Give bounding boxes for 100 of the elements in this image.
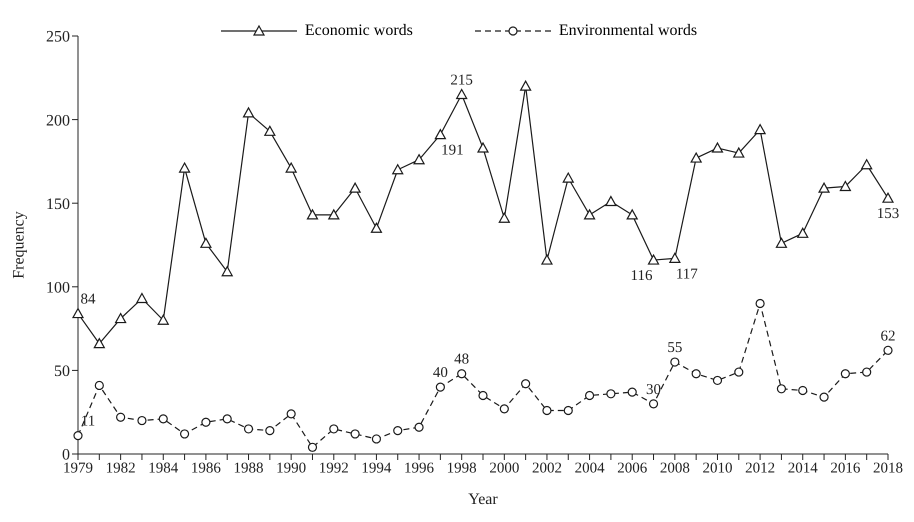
x-tick-label: 2016 (830, 460, 861, 477)
point (414, 422, 424, 432)
point (222, 266, 233, 276)
point (628, 388, 637, 397)
point (94, 338, 105, 348)
point (457, 369, 466, 378)
data-label: 55 (667, 340, 682, 356)
point (329, 424, 338, 434)
point (393, 426, 402, 436)
data-label: 48 (454, 352, 470, 368)
point (520, 80, 532, 91)
x-tick-label: 2002 (532, 460, 562, 477)
point (692, 369, 701, 378)
x-tick-label: 1998 (446, 460, 477, 477)
x-tick-label: 2000 (489, 460, 520, 477)
point (605, 196, 616, 206)
legend-label: Economic words (304, 22, 413, 40)
x-tick-label: 1996 (404, 460, 435, 477)
x-tick-label: 2010 (702, 460, 732, 477)
point (308, 442, 318, 452)
point (116, 412, 126, 422)
y-tick-label: 150 (46, 196, 70, 213)
point (73, 431, 83, 440)
point (94, 380, 104, 390)
point (840, 369, 850, 378)
point (861, 159, 872, 170)
point (798, 386, 808, 396)
point (712, 376, 722, 386)
point (862, 367, 872, 377)
point (456, 88, 468, 100)
point (541, 254, 553, 265)
point (392, 164, 404, 174)
x-tick-label: 2008 (660, 460, 690, 477)
point (542, 406, 552, 416)
point (477, 142, 489, 153)
point (306, 209, 318, 220)
point (606, 389, 616, 398)
point (690, 152, 702, 163)
x-tick-label: 1982 (106, 460, 136, 477)
x-axis-title: Year (468, 491, 498, 508)
point (670, 357, 680, 367)
data-label: 116 (630, 268, 653, 284)
point (158, 314, 169, 325)
data-label: 117 (676, 266, 698, 282)
point (584, 390, 594, 400)
point (350, 182, 361, 193)
point (178, 162, 190, 173)
point (562, 172, 574, 183)
x-tick-label: 1984 (148, 460, 179, 477)
point (840, 180, 851, 192)
x-tick-label: 1988 (234, 460, 264, 477)
point (350, 429, 360, 439)
point (733, 147, 744, 158)
data-label: 191 (441, 142, 464, 159)
point (201, 418, 210, 427)
legend-label: Environmental words (558, 22, 698, 40)
data-label: 30 (646, 382, 662, 398)
point (286, 162, 297, 173)
point (521, 379, 530, 388)
y-axis-title: Frequency (10, 211, 28, 279)
point (242, 107, 254, 118)
point (498, 212, 510, 223)
data-label: 84 (80, 292, 96, 308)
point (584, 209, 596, 220)
point (413, 154, 425, 164)
point (265, 426, 274, 436)
point (222, 414, 232, 424)
point (754, 124, 766, 134)
point (648, 399, 658, 408)
point (436, 382, 445, 392)
point (478, 390, 488, 400)
data-label: 11 (80, 414, 96, 430)
point (883, 346, 893, 355)
data-label: 62 (880, 328, 896, 344)
x-tick-label: 2018 (873, 460, 903, 477)
point (648, 254, 660, 265)
point (264, 126, 276, 136)
y-tick-label: 200 (46, 112, 70, 130)
data-label: 40 (432, 365, 448, 382)
x-tick-label: 2012 (745, 460, 776, 477)
point (286, 409, 296, 418)
point (372, 434, 382, 444)
point (158, 414, 168, 424)
point (882, 192, 894, 203)
point (776, 384, 786, 394)
point (756, 298, 765, 308)
x-tick-label: 1990 (276, 460, 306, 477)
point (434, 129, 446, 140)
x-tick-label: 2004 (574, 460, 606, 477)
point (370, 222, 382, 233)
data-label: 153 (876, 206, 900, 222)
point (564, 406, 573, 416)
data-label: 215 (450, 72, 473, 89)
x-tick-label: 1992 (318, 460, 349, 477)
point (137, 416, 147, 426)
y-tick-label: 50 (54, 363, 70, 380)
point (180, 429, 190, 439)
y-tick-label: 250 (46, 28, 70, 46)
point (500, 404, 509, 414)
point (734, 367, 744, 377)
